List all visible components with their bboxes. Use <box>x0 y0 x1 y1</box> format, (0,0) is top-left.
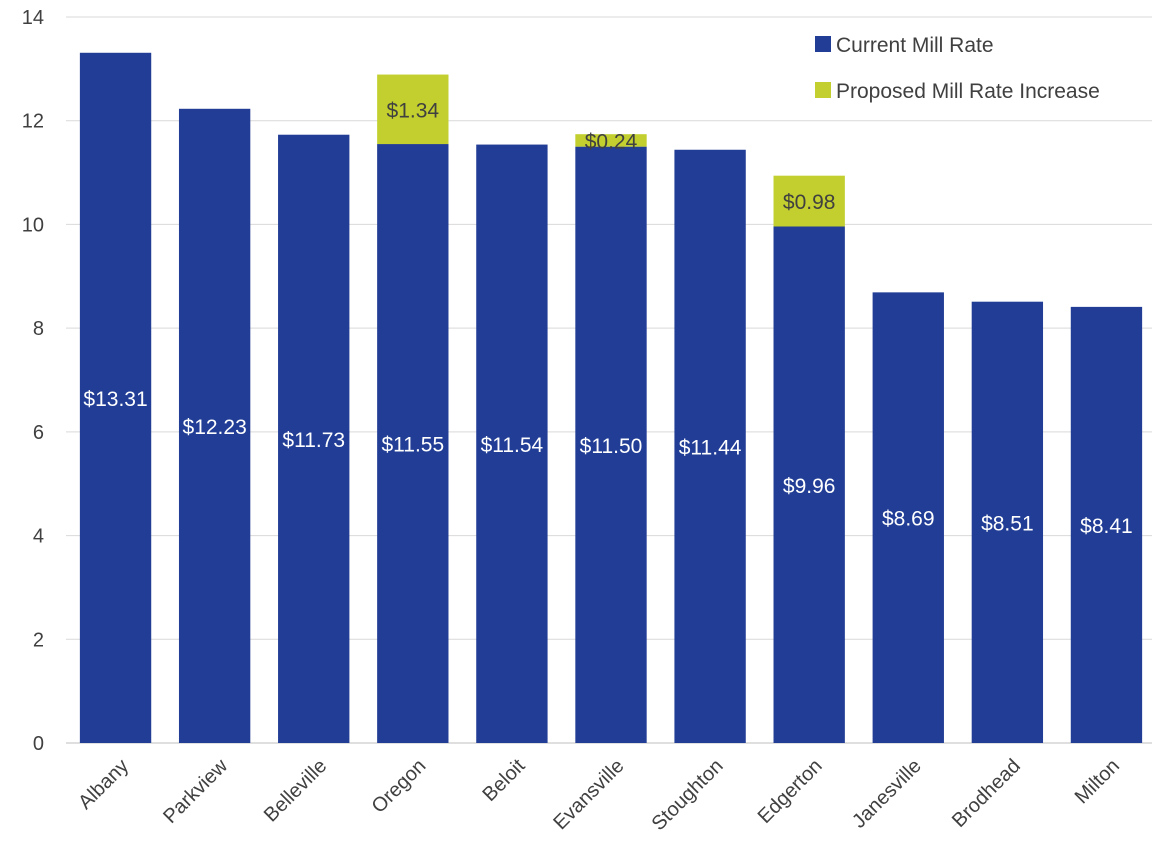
y-tick-label: 14 <box>22 7 44 29</box>
data-label-current-milton: $8.41 <box>1080 515 1133 538</box>
data-label-increase-evansville: $0.24 <box>585 130 638 153</box>
x-tick-label-edgerton: Edgerton <box>754 755 827 828</box>
bar-current-belleville <box>278 134 350 744</box>
bar-increase-oregon <box>377 74 449 145</box>
bars <box>79 52 1143 744</box>
data-label-current-evansville: $11.50 <box>580 435 643 458</box>
y-tick-label: 12 <box>22 111 44 133</box>
data-label-current-edgerton: $9.96 <box>783 475 836 498</box>
x-tick-label-belleville: Belleville <box>260 755 331 826</box>
bar-current-beloit <box>476 144 548 743</box>
x-tick-label-albany: Albany <box>74 755 133 814</box>
x-tick-label-milton: Milton <box>1071 755 1124 808</box>
data-label-current-brodhead: $8.51 <box>981 512 1034 535</box>
legend-label-current: Current Mill Rate <box>836 34 994 57</box>
bar-current-brodhead <box>971 301 1044 743</box>
y-tick-label: 8 <box>33 318 44 340</box>
x-tick-label-parkview: Parkview <box>159 755 232 828</box>
legend-swatch-current <box>815 36 831 52</box>
data-label-current-belleville: $11.73 <box>282 429 345 452</box>
bar-current-oregon <box>377 144 449 744</box>
y-tick-label: 4 <box>33 526 44 548</box>
data-label-current-stoughton: $11.44 <box>679 436 742 459</box>
x-tick-label-evansville: Evansville <box>549 755 628 834</box>
x-tick-label-stoughton: Stoughton <box>648 755 728 835</box>
bar-increase-evansville <box>575 134 647 147</box>
x-tick-label-brodhead: Brodhead <box>948 755 1025 832</box>
data-label-current-oregon: $11.55 <box>381 434 444 457</box>
data-label-current-albany: $13.31 <box>83 388 147 411</box>
bar-current-stoughton <box>674 149 746 744</box>
data-label-increase-edgerton: $0.98 <box>783 191 836 214</box>
y-tick-label: 10 <box>22 214 44 236</box>
bar-current-janesville <box>872 292 944 743</box>
data-label-increase-oregon: $1.34 <box>387 99 440 122</box>
data-label-current-janesville: $8.69 <box>882 508 935 531</box>
y-tick-label: 0 <box>33 733 44 755</box>
x-tick-label-beloit: Beloit <box>479 755 530 806</box>
data-label-current-beloit: $11.54 <box>481 434 544 457</box>
bar-current-milton <box>1070 306 1143 743</box>
legend-label-proposed: Proposed Mill Rate Increase <box>836 80 1100 103</box>
data-label-current-parkview: $12.23 <box>183 416 247 439</box>
data-labels: $13.31 $12.23 $11.73 $11.55 $1.34 $11.54 $11.5… <box>83 99 1132 538</box>
bar-current-evansville <box>575 146 647 744</box>
y-axis: 0 2 4 6 8 10 12 14 <box>22 7 44 755</box>
x-tick-label-oregon: Oregon <box>368 755 431 818</box>
bar-current-albany <box>79 52 152 743</box>
legend-swatch-proposed <box>815 82 831 98</box>
legend: Current Mill Rate Proposed Mill Rate Inc… <box>815 34 1100 103</box>
x-tick-label-janesville: Janesville <box>848 755 926 833</box>
bar-increase-edgerton <box>773 175 845 227</box>
bar-current-edgerton <box>773 226 845 743</box>
bar-current-parkview <box>178 108 251 744</box>
y-tick-label: 6 <box>33 422 44 444</box>
x-axis: Albany Parkview Belleville Oregon Beloit Evan… <box>74 755 1124 835</box>
y-tick-label: 2 <box>33 629 44 651</box>
